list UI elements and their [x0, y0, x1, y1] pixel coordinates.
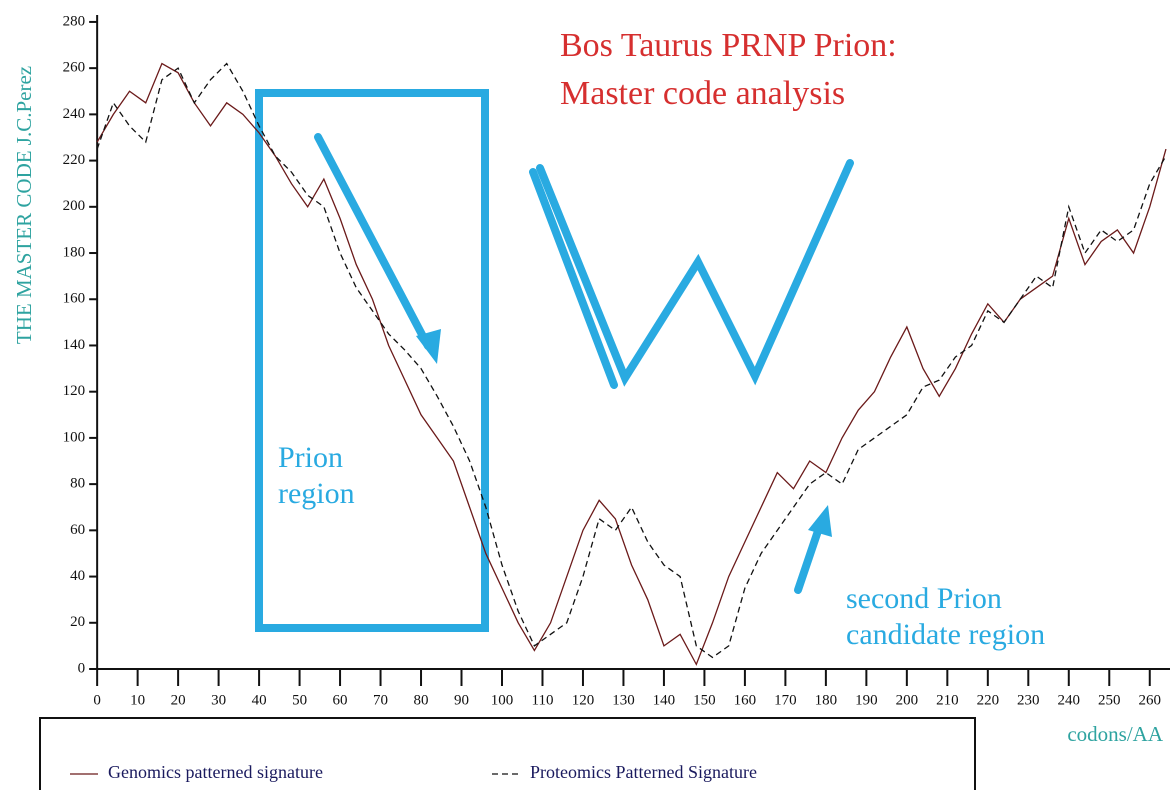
x-tick-label: 200	[896, 692, 919, 708]
y-tick-label: 60	[70, 522, 85, 538]
x-tick-label: 40	[252, 692, 267, 708]
y-tick-label: 240	[63, 106, 86, 122]
annotation: region	[278, 477, 355, 510]
y-tick-label: 20	[70, 614, 85, 630]
w-shape	[529, 168, 618, 389]
x-tick-label: 180	[815, 692, 838, 708]
y-tick-label: 200	[63, 198, 86, 214]
y-tick-label: 0	[78, 660, 86, 676]
y-tick-label: 180	[63, 244, 86, 260]
w-shape	[536, 159, 854, 387]
prion-box	[255, 89, 489, 632]
x-tick-label: 80	[414, 692, 429, 708]
x-axis-label: codons/AA	[1067, 722, 1163, 746]
y-tick-label: 220	[63, 152, 86, 168]
x-tick-label: 90	[454, 692, 469, 708]
arrow-head	[808, 505, 832, 537]
x-tick-label: 50	[292, 692, 307, 708]
x-tick-label: 130	[612, 692, 635, 708]
chart-title: Master code analysis	[560, 75, 845, 112]
y-tick-label: 160	[63, 291, 86, 307]
x-tick-label: 150	[693, 692, 716, 708]
arrow	[314, 133, 432, 350]
y-tick-label: 100	[63, 429, 86, 445]
y-tick-label: 280	[63, 13, 86, 29]
legend-label: Genomics patterned signature	[108, 762, 323, 782]
x-tick-label: 230	[1017, 692, 1040, 708]
x-tick-label: 160	[734, 692, 757, 708]
annotation: Prion	[278, 441, 343, 474]
arrow-head	[416, 329, 441, 364]
x-tick-label: 110	[532, 692, 554, 708]
annotation: candidate region	[846, 618, 1045, 651]
x-tick-label: 120	[572, 692, 595, 708]
arrow	[794, 521, 824, 594]
x-tick-label: 210	[936, 692, 959, 708]
x-tick-label: 0	[93, 692, 101, 708]
x-tick-label: 20	[171, 692, 186, 708]
x-tick-label: 30	[211, 692, 226, 708]
x-tick-label: 100	[491, 692, 514, 708]
chart-title: Bos Taurus PRNP Prion:	[560, 27, 897, 64]
x-tick-label: 190	[855, 692, 878, 708]
x-tick-label: 250	[1098, 692, 1121, 708]
x-tick-label: 170	[774, 692, 797, 708]
series-line	[96, 62, 1167, 666]
x-tick-label: 260	[1139, 692, 1162, 708]
y-tick-label: 140	[63, 337, 86, 353]
y-tick-label: 120	[63, 383, 86, 399]
x-tick-label: 60	[333, 692, 348, 708]
y-tick-label: 40	[70, 568, 85, 584]
series-line	[96, 62, 1167, 659]
y-axis-label: THE MASTER CODE J.C.Perez	[12, 66, 36, 344]
y-tick-label: 260	[63, 60, 86, 76]
y-tick-label: 80	[70, 476, 85, 492]
x-tick-label: 70	[373, 692, 388, 708]
legend-label: Proteomics Patterned Signature	[530, 762, 757, 782]
x-tick-label: 140	[653, 692, 676, 708]
legend-box	[39, 717, 976, 790]
x-tick-label: 220	[977, 692, 1000, 708]
x-tick-label: 10	[130, 692, 145, 708]
x-tick-label: 240	[1058, 692, 1081, 708]
annotation: second Prion	[846, 582, 1002, 615]
